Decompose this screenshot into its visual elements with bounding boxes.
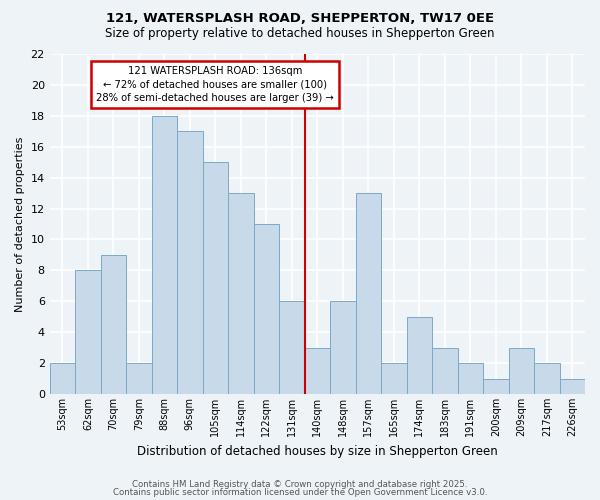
Text: Size of property relative to detached houses in Shepperton Green: Size of property relative to detached ho… <box>105 28 495 40</box>
Bar <box>509 348 534 394</box>
X-axis label: Distribution of detached houses by size in Shepperton Green: Distribution of detached houses by size … <box>137 444 498 458</box>
Bar <box>483 378 509 394</box>
Bar <box>407 316 432 394</box>
Text: 121, WATERSPLASH ROAD, SHEPPERTON, TW17 0EE: 121, WATERSPLASH ROAD, SHEPPERTON, TW17 … <box>106 12 494 26</box>
Bar <box>101 255 126 394</box>
Bar <box>458 363 483 394</box>
Text: Contains public sector information licensed under the Open Government Licence v3: Contains public sector information licen… <box>113 488 487 497</box>
Bar <box>126 363 152 394</box>
Bar <box>254 224 279 394</box>
Bar <box>432 348 458 394</box>
Y-axis label: Number of detached properties: Number of detached properties <box>15 136 25 312</box>
Bar <box>560 378 585 394</box>
Bar <box>381 363 407 394</box>
Bar <box>75 270 101 394</box>
Bar <box>203 162 228 394</box>
Bar <box>177 132 203 394</box>
Text: Contains HM Land Registry data © Crown copyright and database right 2025.: Contains HM Land Registry data © Crown c… <box>132 480 468 489</box>
Bar <box>534 363 560 394</box>
Text: 121 WATERSPLASH ROAD: 136sqm
← 72% of detached houses are smaller (100)
28% of s: 121 WATERSPLASH ROAD: 136sqm ← 72% of de… <box>97 66 334 103</box>
Bar <box>356 193 381 394</box>
Bar <box>152 116 177 394</box>
Bar <box>279 302 305 394</box>
Bar <box>330 302 356 394</box>
Bar <box>228 193 254 394</box>
Bar <box>305 348 330 394</box>
Bar <box>50 363 75 394</box>
